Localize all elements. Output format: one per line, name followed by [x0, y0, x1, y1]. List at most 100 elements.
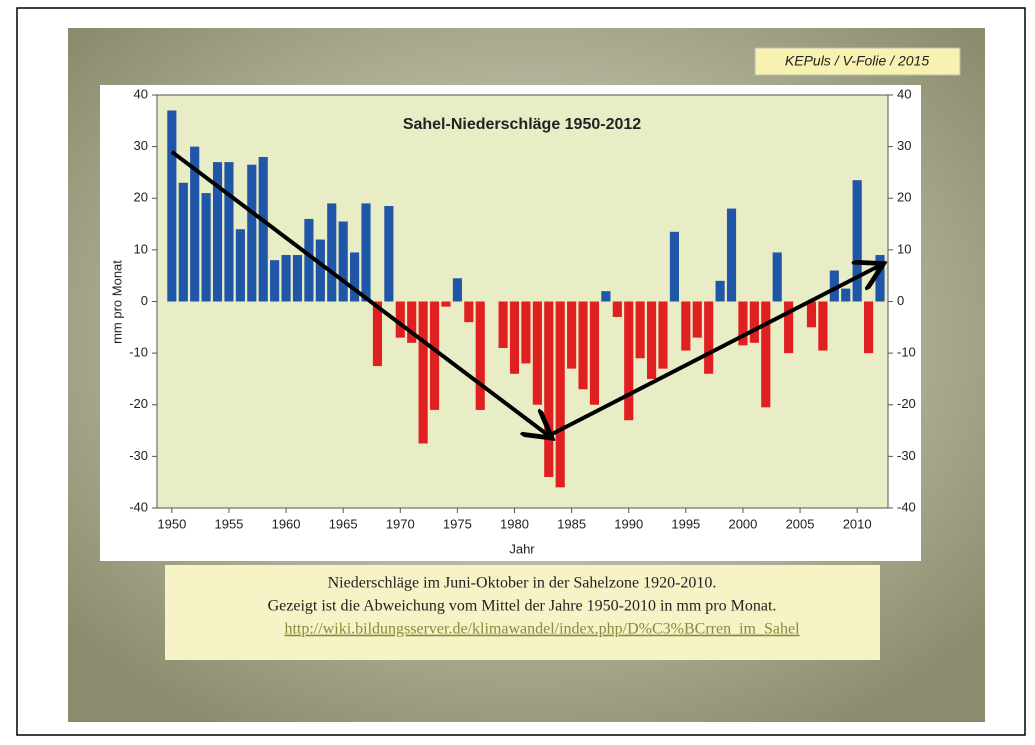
- x-tick-label: 1960: [272, 516, 301, 531]
- y2-tick-label: -30: [897, 448, 916, 463]
- bar: [567, 301, 577, 369]
- bar: [521, 301, 531, 364]
- tag: KEPuls / V-Folie / 2015: [785, 53, 929, 69]
- bar: [224, 162, 234, 302]
- y-tick-label: 30: [134, 138, 148, 153]
- bar: [646, 301, 657, 379]
- bar: [612, 301, 622, 317]
- bar: [235, 229, 245, 302]
- bar: [749, 301, 759, 343]
- x-tick-label: 1975: [443, 516, 472, 531]
- bar: [350, 252, 360, 302]
- bar: [247, 164, 257, 302]
- x-axis-label: Jahr: [509, 541, 535, 556]
- x-tick-label: 1990: [614, 516, 643, 531]
- caption-line: Gezeigt ist die Abweichung vom Mittel de…: [268, 598, 777, 615]
- bar: [498, 301, 508, 348]
- bar: [464, 301, 474, 323]
- frame: [16, 7, 1026, 736]
- bar: [167, 110, 177, 302]
- bar: [304, 218, 314, 302]
- bar: [372, 301, 383, 367]
- bar: [407, 301, 417, 343]
- x-tick-label: 1980: [500, 516, 529, 531]
- bar: [361, 203, 371, 302]
- y2-tick-label: -10: [897, 345, 916, 360]
- bar: [441, 301, 451, 307]
- y-tick-label: -10: [129, 345, 148, 360]
- bar: [201, 193, 211, 302]
- bar: [429, 301, 440, 410]
- caption-box: [165, 565, 880, 660]
- bar: [841, 288, 851, 302]
- x-tick-label: 1955: [214, 516, 243, 531]
- bar: [452, 278, 462, 302]
- bar: [829, 270, 839, 302]
- y-tick-label: -30: [129, 448, 148, 463]
- bar: [475, 301, 485, 410]
- y-tick-label: 0: [141, 293, 148, 308]
- y-tick-label: -40: [129, 499, 148, 514]
- y2-tick-label: 10: [897, 241, 911, 256]
- x-tick-label: 1950: [157, 516, 186, 531]
- bar: [418, 301, 428, 444]
- y2-tick-label: 0: [897, 293, 904, 308]
- y-tick-label: -20: [129, 396, 148, 411]
- bar: [532, 301, 542, 405]
- bar: [784, 301, 794, 354]
- y2-tick-label: 20: [897, 190, 911, 205]
- x-tick-label: 1965: [329, 516, 358, 531]
- bar: [738, 301, 748, 346]
- bar: [726, 208, 737, 302]
- y-tick-label: 40: [134, 86, 148, 101]
- bar: [281, 255, 291, 302]
- bar: [589, 301, 600, 405]
- bar: [772, 252, 782, 302]
- bar: [270, 260, 280, 302]
- bar: [190, 146, 200, 302]
- bar: [658, 301, 668, 369]
- y2-tick-label: -40: [897, 499, 916, 514]
- bar: [818, 301, 828, 351]
- bar: [555, 301, 565, 488]
- bar: [635, 301, 645, 359]
- y2-tick-label: -20: [897, 396, 916, 411]
- bar: [315, 239, 325, 302]
- x-tick-label: 1985: [557, 516, 586, 531]
- trend-arrow: [170, 150, 549, 436]
- bar: [692, 301, 702, 338]
- y-axis-label: mm pro Monat: [109, 260, 124, 344]
- x-tick-label: 2005: [786, 516, 815, 531]
- bar: [327, 203, 337, 302]
- bar: [338, 221, 348, 302]
- bar: [258, 156, 268, 302]
- y2-tick-label: 30: [897, 138, 911, 153]
- bar: [761, 301, 771, 408]
- x-tick-label: 2000: [728, 516, 757, 531]
- bar: [669, 231, 679, 302]
- caption-line: Niederschläge im Juni-Oktober in der Sah…: [328, 575, 717, 592]
- bar: [852, 180, 862, 302]
- x-tick-label: 1970: [386, 516, 415, 531]
- bar: [806, 301, 817, 328]
- bar: [704, 301, 714, 374]
- bar: [544, 301, 554, 478]
- bar: [578, 301, 588, 390]
- bar: [601, 291, 611, 302]
- bar: [864, 301, 874, 354]
- chart-title: Sahel-Niederschläge 1950-2012: [403, 116, 641, 133]
- trend-arrow: [547, 265, 880, 438]
- y2-tick-label: 40: [897, 86, 911, 101]
- bar: [395, 301, 405, 338]
- x-tick-label: 2010: [843, 516, 872, 531]
- bar: [509, 301, 520, 374]
- caption-link[interactable]: http://wiki.bildungsserver.de/klimawande…: [284, 621, 800, 638]
- y-tick-label: 20: [134, 190, 148, 205]
- bar: [624, 301, 634, 421]
- y-tick-label: 10: [134, 241, 148, 256]
- bar: [292, 255, 303, 302]
- bar: [875, 255, 885, 302]
- bar: [384, 205, 394, 302]
- bar: [715, 280, 725, 302]
